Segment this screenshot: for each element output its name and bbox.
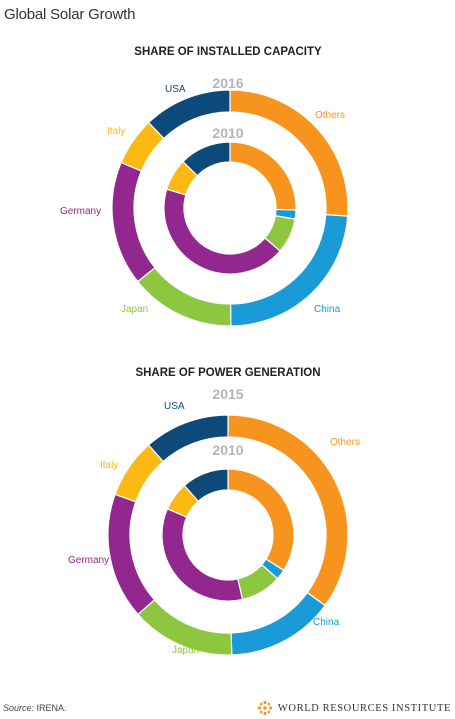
slice-outer-japan <box>136 266 232 327</box>
outer-ring-year: 2016 <box>212 75 243 91</box>
label-germany: Germany <box>60 206 101 217</box>
label-germany: Germany <box>68 555 109 566</box>
slice-inner-usa <box>182 141 231 177</box>
label-usa: USA <box>164 401 185 412</box>
inner-ring-year: 2010 <box>212 442 243 458</box>
slice-inner-others <box>227 468 295 572</box>
slice-outer-germany <box>107 493 156 616</box>
slice-inner-others <box>229 141 297 211</box>
chart-title: SHARE OF POWER GENERATION <box>135 367 320 379</box>
label-italy: Italy <box>100 460 118 471</box>
source-label: Source: <box>3 703 35 713</box>
label-japan: Japan <box>172 645 199 656</box>
label-others: Others <box>330 437 360 448</box>
label-china: China <box>314 304 341 315</box>
wri-logo: WORLD RESOURCES INSTITUTE <box>257 700 451 716</box>
slice-outer-germany <box>111 161 156 283</box>
donut-rings <box>107 414 349 656</box>
power-generation-chart: SHARE OF POWER GENERATION 2015 2010 Othe… <box>68 367 360 656</box>
source-note: Source: IRENA. <box>3 703 67 713</box>
slice-inner-germany <box>163 188 281 275</box>
label-usa: USA <box>165 84 186 95</box>
inner-ring-year: 2010 <box>212 125 243 141</box>
slice-outer-china <box>230 591 326 656</box>
source-value: IRENA. <box>36 703 67 713</box>
chart-title: SHARE OF INSTALLED CAPACITY <box>134 46 322 58</box>
slice-outer-usa <box>147 89 231 140</box>
slice-inner-germany <box>161 507 244 602</box>
slice-inner-usa <box>183 468 229 503</box>
category-labels: Others China Japan Germany Italy USA <box>68 401 360 656</box>
label-italy: Italy <box>107 126 125 137</box>
category-labels: Others China Japan Germany Italy USA <box>60 84 345 315</box>
page-title: Global Solar Growth <box>4 6 136 23</box>
label-japan: Japan <box>121 304 148 315</box>
slice-outer-usa <box>147 414 229 463</box>
donut-rings <box>111 89 349 327</box>
outer-ring-year: 2015 <box>212 386 243 402</box>
logo-text: WORLD RESOURCES INSTITUTE <box>277 702 451 714</box>
installed-capacity-chart: SHARE OF INSTALLED CAPACITY 2016 2010 Ot… <box>60 46 349 327</box>
wri-logo-icon <box>257 700 273 716</box>
label-others: Others <box>315 110 345 121</box>
label-china: China <box>313 617 340 628</box>
